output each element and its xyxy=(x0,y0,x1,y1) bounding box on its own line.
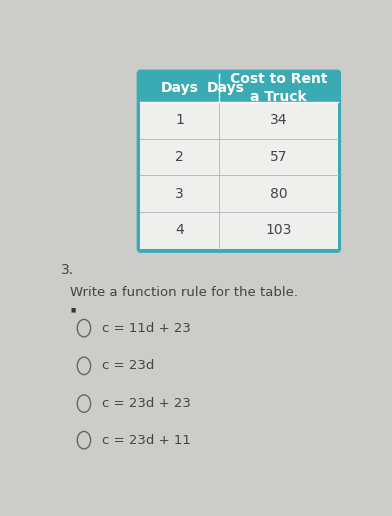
Text: Write a function rule for the table.: Write a function rule for the table. xyxy=(70,286,298,299)
Text: 4: 4 xyxy=(175,223,184,237)
Bar xyxy=(140,212,338,249)
Text: 3.: 3. xyxy=(61,263,74,277)
Text: 1: 1 xyxy=(175,113,184,127)
Text: c = 23d + 11: c = 23d + 11 xyxy=(102,433,191,447)
Bar xyxy=(140,138,338,175)
Text: 57: 57 xyxy=(270,150,287,164)
Text: Days: Days xyxy=(206,81,244,95)
Bar xyxy=(140,102,338,138)
Text: 2: 2 xyxy=(175,150,184,164)
Text: 34: 34 xyxy=(270,113,287,127)
Text: 3: 3 xyxy=(175,187,184,201)
Bar xyxy=(140,175,338,212)
Text: c = 23d: c = 23d xyxy=(102,359,154,373)
FancyBboxPatch shape xyxy=(138,71,340,105)
Text: c = 11d + 23: c = 11d + 23 xyxy=(102,321,191,334)
Text: Cost to Rent
a Truck: Cost to Rent a Truck xyxy=(230,72,327,104)
FancyBboxPatch shape xyxy=(138,71,340,252)
Text: c = 23d + 23: c = 23d + 23 xyxy=(102,397,191,410)
Text: 80: 80 xyxy=(270,187,287,201)
Text: Days: Days xyxy=(161,81,199,95)
Text: ■: ■ xyxy=(70,308,76,313)
Text: 103: 103 xyxy=(265,223,292,237)
